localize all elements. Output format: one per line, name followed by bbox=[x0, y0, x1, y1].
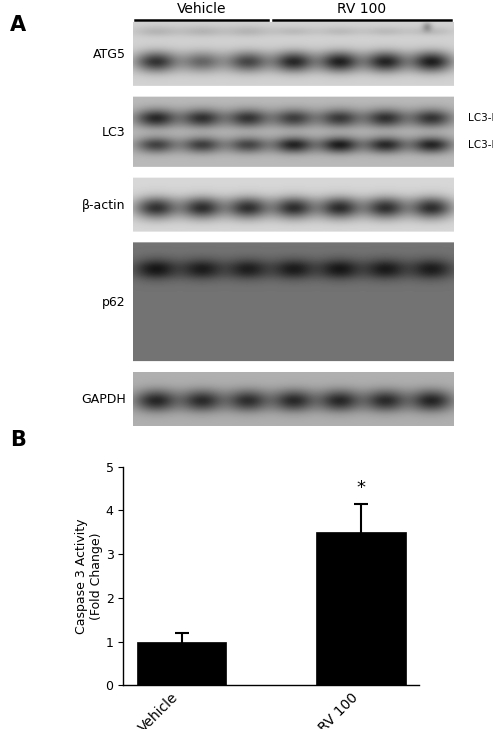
Text: B: B bbox=[10, 430, 26, 450]
Text: Vehicle: Vehicle bbox=[177, 2, 226, 16]
Text: GAPDH: GAPDH bbox=[81, 393, 126, 406]
Text: A: A bbox=[10, 15, 26, 34]
Text: RV 100: RV 100 bbox=[337, 2, 387, 16]
Text: ATG5: ATG5 bbox=[93, 47, 126, 61]
Text: β-actin: β-actin bbox=[82, 199, 126, 212]
Text: LC3-II: LC3-II bbox=[468, 140, 493, 150]
Bar bbox=[316, 532, 406, 685]
Text: LC3-I: LC3-I bbox=[468, 114, 493, 123]
Y-axis label: Caspase 3 Activity
(Fold Change): Caspase 3 Activity (Fold Change) bbox=[75, 518, 103, 634]
Text: *: * bbox=[356, 479, 365, 497]
Text: LC3: LC3 bbox=[102, 126, 126, 139]
Bar bbox=[137, 642, 226, 685]
Text: p62: p62 bbox=[102, 296, 126, 309]
